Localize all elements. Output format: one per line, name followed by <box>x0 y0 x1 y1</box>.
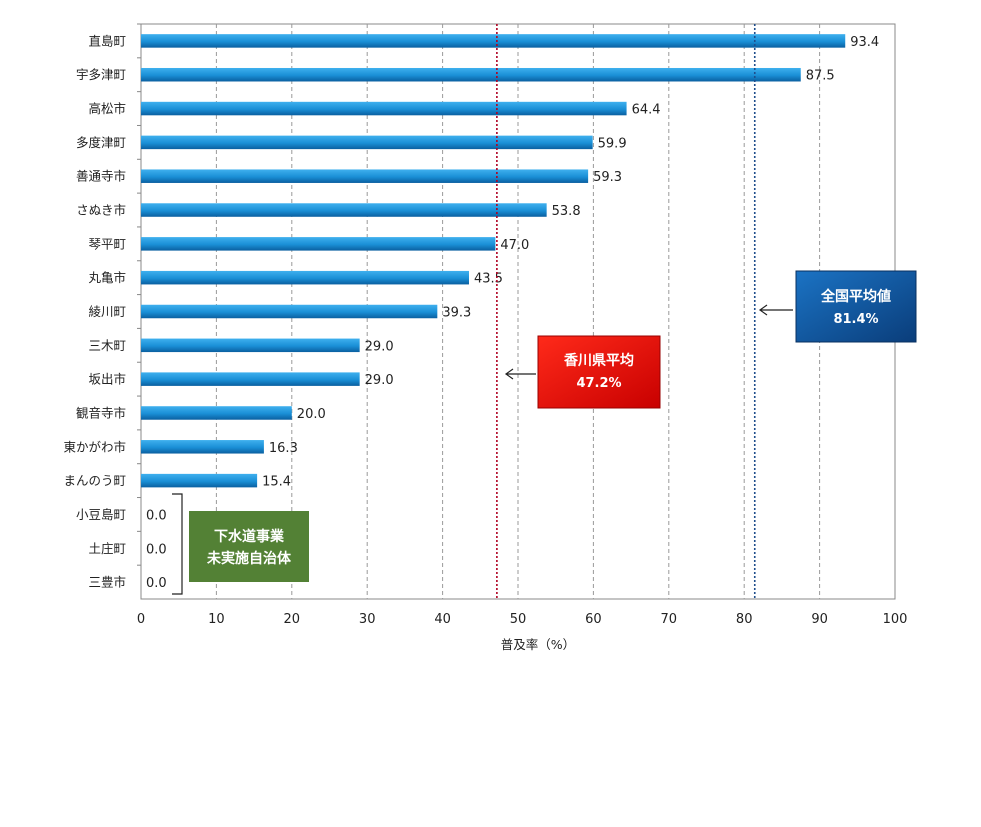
value-label: 16.3 <box>269 441 298 456</box>
category-label: 三豊市 <box>88 575 126 590</box>
bar <box>141 169 589 183</box>
value-label: 0.0 <box>146 542 167 557</box>
bar <box>141 440 264 454</box>
value-label: 29.0 <box>365 373 394 388</box>
category-label: 高松市 <box>88 101 126 116</box>
value-label: 0.0 <box>146 508 167 523</box>
x-axis-ticks: 0 10 20 30 40 50 60 70 80 90 100 <box>137 612 908 627</box>
category-label: 観音寺市 <box>76 405 126 420</box>
category-label: 三木町 <box>88 338 126 353</box>
value-label: 64.4 <box>632 103 661 118</box>
national-average-box <box>795 270 917 343</box>
category-label: さぬき市 <box>76 203 126 218</box>
value-label: 93.4 <box>850 35 879 50</box>
value-label: 59.9 <box>598 136 627 151</box>
value-label: 59.3 <box>593 170 622 185</box>
category-label: 丸亀市 <box>88 270 126 285</box>
value-label: 43.5 <box>474 272 503 287</box>
bar <box>141 101 627 116</box>
x-tick-label: 100 <box>883 612 908 627</box>
category-label: 多度津町 <box>76 135 126 150</box>
category-label: 直島町 <box>88 33 126 48</box>
national-average-label: 全国平均値 <box>820 288 891 305</box>
bar <box>141 338 360 353</box>
x-tick-label: 80 <box>736 612 753 627</box>
bar <box>141 67 801 82</box>
bar <box>141 203 547 217</box>
bars: 直島町 93.4 宇多津町 87.5 高松市 64.4 多度津町 59.9 善通寺市 59.3 さぬ… <box>63 23 879 591</box>
bar <box>141 34 846 48</box>
value-label: 15.4 <box>262 475 291 490</box>
value-label: 87.5 <box>806 69 835 84</box>
value-label: 0.0 <box>146 576 167 591</box>
x-tick-label: 50 <box>510 612 527 627</box>
value-label: 20.0 <box>297 407 326 422</box>
value-label: 53.8 <box>552 204 581 219</box>
national-average-value: 81.4% <box>833 312 878 327</box>
prefecture-average-box <box>537 335 661 409</box>
x-tick-label: 20 <box>284 612 301 627</box>
prefecture-average-label: 香川県平均 <box>563 352 634 369</box>
prefecture-average-arrow <box>504 368 536 380</box>
annotation-line1: 下水道事業 <box>214 528 285 545</box>
x-axis-title: 普及率（%） <box>501 637 575 652</box>
category-label: まんのう町 <box>63 473 126 488</box>
category-label: 綾川町 <box>88 304 126 319</box>
category-label: 東かがわ市 <box>63 439 126 454</box>
category-label: 宇多津町 <box>76 67 126 82</box>
annotation-line2: 未実施自治体 <box>207 550 292 567</box>
category-label: 小豆島町 <box>76 507 126 522</box>
x-tick-label: 30 <box>359 612 376 627</box>
x-tick-label: 70 <box>661 612 678 627</box>
bar <box>141 270 469 285</box>
category-label: 坂出市 <box>88 372 126 387</box>
value-label: 47.0 <box>500 238 529 253</box>
category-label: 善通寺市 <box>76 169 126 184</box>
bar <box>141 237 496 251</box>
bar <box>141 406 292 420</box>
bar <box>141 304 438 319</box>
annotation-box <box>189 511 309 582</box>
x-tick-label: 0 <box>137 612 145 627</box>
category-label: 琴平町 <box>88 236 126 251</box>
prefecture-average-value: 47.2% <box>576 376 621 391</box>
x-tick-label: 40 <box>434 612 451 627</box>
bracket <box>172 493 183 595</box>
value-label: 39.3 <box>442 306 471 321</box>
value-label: 29.0 <box>365 339 394 354</box>
bar <box>141 473 258 488</box>
category-label: 土庄町 <box>88 541 126 556</box>
national-average-arrow <box>758 304 793 316</box>
x-tick-label: 10 <box>208 612 225 627</box>
bar <box>141 372 360 386</box>
bar <box>141 135 593 150</box>
x-tick-label: 90 <box>811 612 828 627</box>
x-tick-label: 60 <box>585 612 602 627</box>
